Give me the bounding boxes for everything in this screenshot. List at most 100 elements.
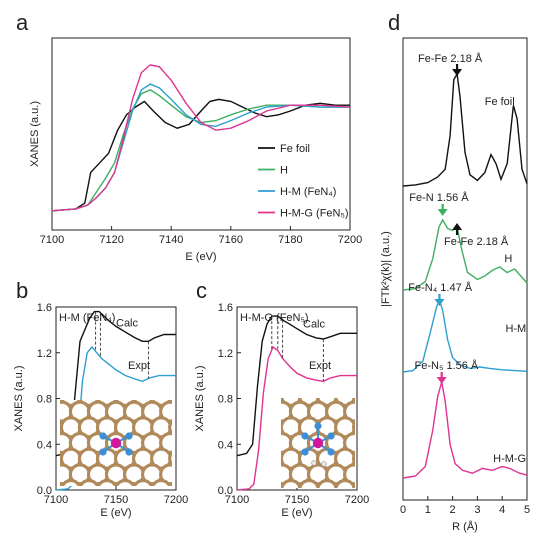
y-tick-label: 1.6 bbox=[218, 302, 233, 314]
nitrogen-atom bbox=[314, 422, 322, 430]
panel-c-series-line bbox=[236, 345, 357, 491]
carbon-ring bbox=[254, 402, 273, 421]
x-tick-label: 7150 bbox=[285, 494, 309, 506]
panel-d-series-line bbox=[402, 297, 528, 373]
y-tick-label: 0.8 bbox=[218, 394, 233, 406]
x-tick-label: 7100 bbox=[225, 494, 249, 506]
carbon-ring bbox=[334, 478, 355, 488]
carbon-ring bbox=[316, 478, 338, 488]
nitrogen-atom bbox=[327, 432, 335, 440]
carbon-ring bbox=[352, 451, 355, 467]
x-axis-label: E (eV) bbox=[281, 507, 312, 519]
y-tick-label: 0.0 bbox=[37, 485, 52, 497]
carbon-ring bbox=[363, 434, 382, 453]
carbon-ring bbox=[179, 434, 198, 453]
carbon-ring bbox=[236, 465, 255, 484]
peak-annotation: Fe-Fe 2.18 Å bbox=[418, 52, 483, 65]
peak-arrow-head bbox=[437, 209, 448, 216]
x-tick-label: 7120 bbox=[99, 234, 123, 246]
carbon-ring bbox=[60, 478, 82, 486]
hydrogen-atom bbox=[311, 460, 317, 466]
y-axis-label: XANES (a.u.) bbox=[29, 101, 41, 167]
legend-entry: H-M-G (FeN₅) bbox=[280, 208, 349, 220]
legend-entry: H-M (FeN₄) bbox=[280, 186, 336, 198]
panel-letter-a: a bbox=[16, 10, 29, 35]
carbon-ring bbox=[78, 478, 100, 486]
x-tick-label: 7180 bbox=[278, 234, 302, 246]
y-tick-label: 1.2 bbox=[37, 348, 52, 360]
nitrogen-atom bbox=[99, 432, 107, 440]
nitrogen-atom bbox=[301, 448, 309, 456]
carbon-ring bbox=[168, 400, 172, 405]
carbon-ring bbox=[179, 465, 198, 484]
x-tick-label: 3 bbox=[474, 504, 480, 516]
panel-d-series-line bbox=[402, 218, 528, 291]
carbon-ring bbox=[168, 450, 172, 468]
carbon-ring bbox=[372, 449, 391, 468]
carbon-ring bbox=[363, 465, 382, 484]
calc-label: Calc bbox=[116, 317, 139, 329]
iron-atom bbox=[110, 437, 122, 449]
panel-letter-d: d bbox=[388, 10, 400, 35]
nitrogen-atom bbox=[327, 448, 335, 456]
peak-annotation: Fe-N 1.56 Å bbox=[409, 191, 469, 204]
carbon-ring bbox=[188, 449, 207, 468]
carbon-ring bbox=[352, 419, 355, 435]
carbon-ring bbox=[60, 418, 64, 436]
legend-entry: H bbox=[280, 165, 288, 177]
carbon-ring bbox=[352, 398, 355, 404]
x-tick-label: 7100 bbox=[40, 234, 64, 246]
carbon-ring bbox=[132, 478, 154, 486]
peak-annotation: Fe-N₄ 1.47 Å bbox=[408, 281, 472, 294]
panel-title: H-M (FeN₄) bbox=[59, 312, 115, 324]
x-tick-label: 7200 bbox=[164, 494, 188, 506]
panel-d-frame bbox=[402, 37, 528, 501]
carbon-ring bbox=[34, 465, 53, 484]
x-tick-label: 7100 bbox=[44, 494, 68, 506]
peak-arrow-head bbox=[434, 299, 445, 306]
carbon-ring bbox=[150, 478, 172, 486]
peak-annotation: Fe-N₅ 1.56 Å bbox=[415, 359, 479, 372]
expt-label: Expt bbox=[309, 360, 331, 372]
carbon-ring bbox=[363, 402, 382, 421]
panel-c-structure-inset bbox=[236, 386, 409, 500]
y-tick-label: 1.2 bbox=[218, 348, 233, 360]
carbon-ring bbox=[254, 434, 273, 453]
nitrogen-atom bbox=[125, 432, 133, 440]
carbon-ring bbox=[390, 418, 409, 437]
panel-letter-c: c bbox=[196, 278, 207, 303]
panel-d-series-line bbox=[402, 71, 528, 187]
y-tick-label: 1.6 bbox=[37, 302, 52, 314]
panel-letter-b: b bbox=[16, 278, 28, 303]
peak-arrow-head bbox=[452, 223, 463, 230]
inset-lattice bbox=[236, 386, 409, 500]
carbon-ring bbox=[372, 481, 391, 500]
inset-lattice bbox=[34, 400, 207, 500]
carbon-ring bbox=[298, 478, 320, 488]
x-tick-label: 7160 bbox=[219, 234, 243, 246]
x-tick-label: 7150 bbox=[104, 494, 128, 506]
carbon-ring bbox=[168, 418, 172, 436]
carbon-ring bbox=[281, 478, 302, 488]
x-tick-label: 5 bbox=[524, 504, 530, 516]
series-name-label: Fe foil bbox=[485, 96, 515, 108]
carbon-ring bbox=[281, 451, 284, 467]
carbon-ring bbox=[245, 386, 264, 405]
x-tick-label: 0 bbox=[400, 504, 406, 516]
peak-arrow-head bbox=[436, 377, 447, 384]
x-tick-label: 1 bbox=[425, 504, 431, 516]
calc-label: Calc bbox=[303, 319, 326, 331]
nitrogen-atom bbox=[99, 448, 107, 456]
panel-a-series-line bbox=[51, 64, 351, 212]
x-tick-label: 7200 bbox=[338, 234, 362, 246]
x-tick-label: 7140 bbox=[159, 234, 183, 246]
y-axis-label: XANES (a.u.) bbox=[13, 365, 25, 431]
x-axis-label: E (eV) bbox=[185, 251, 216, 263]
carbon-ring bbox=[381, 465, 400, 484]
carbon-ring bbox=[254, 465, 273, 484]
nitrogen-atom bbox=[301, 432, 309, 440]
panel-b-structure-inset bbox=[34, 400, 207, 500]
carbon-ring bbox=[390, 481, 409, 500]
carbon-ring bbox=[188, 481, 207, 500]
panel-a-series-line bbox=[51, 98, 350, 212]
